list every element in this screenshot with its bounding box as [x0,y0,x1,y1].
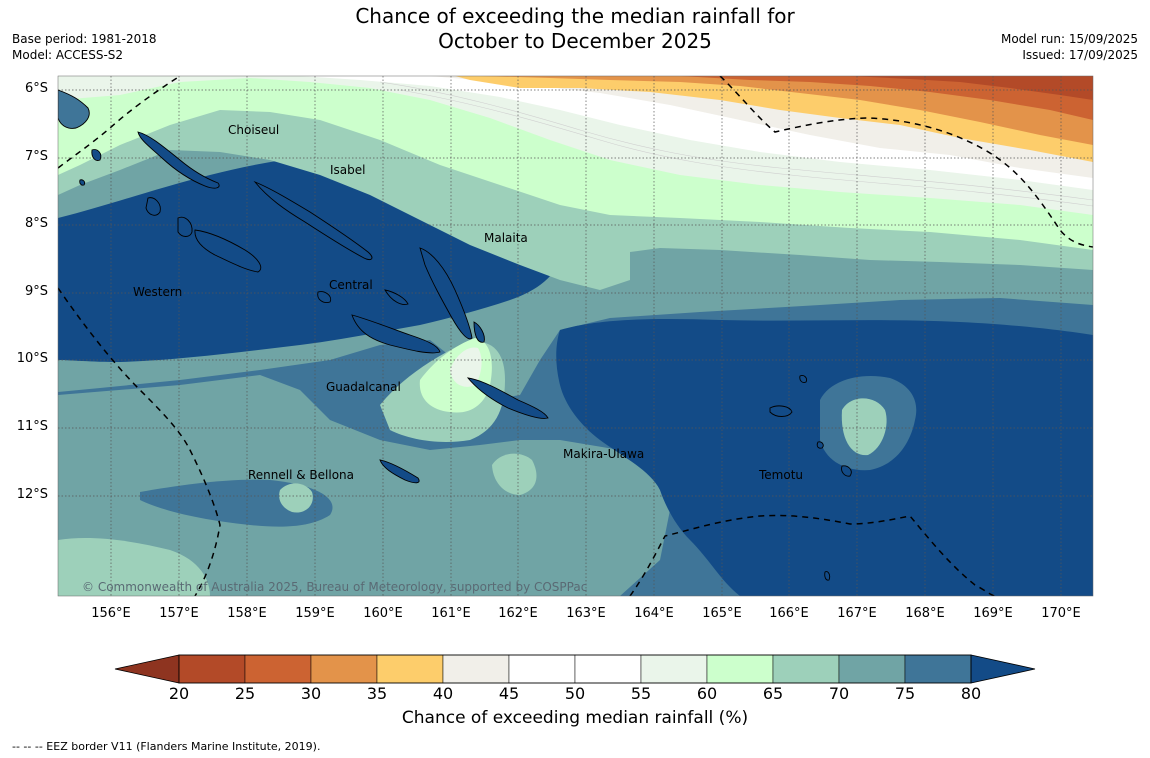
colorbar-bin-20-25 [179,655,245,683]
island-utupua [817,442,823,448]
lat-label-11s: 11°S [10,419,48,434]
lat-label-7s: 7°S [10,149,48,164]
lon-label-161e: 161°E [421,606,481,621]
lon-label-159e: 159°E [285,606,345,621]
region-label-guadalcanal: Guadalcanal [326,380,401,394]
lon-label-166e: 166°E [759,606,819,621]
region-label-makira-ulawa: Makira-Ulawa [563,447,644,461]
region-label-malaita: Malaita [484,231,528,245]
lon-label-156e: 156°E [81,606,141,621]
rainfall-contours [58,76,1093,596]
colorbar-tick-55: 55 [621,684,661,703]
lat-label-10s: 10°S [10,351,48,366]
colorbar-bin-55-60 [641,655,707,683]
colorbar-bin-30-35 [311,655,377,683]
colorbar-bin-35-40 [377,655,443,683]
colorbar-tick-50: 50 [555,684,595,703]
colorbar-tick-60: 60 [687,684,727,703]
colorbar-bin-50-55 [575,655,641,683]
lon-label-160e: 160°E [353,606,413,621]
lon-label-168e: 168°E [895,606,955,621]
colorbar [115,655,1035,683]
colorbar-tick-20: 20 [159,684,199,703]
copyright-notice: © Commonwealth of Australia 2025, Bureau… [82,580,587,594]
colorbar-tick-75: 75 [885,684,925,703]
island-reef [800,375,807,382]
lon-label-158e: 158°E [217,606,277,621]
colorbar-extend-low [115,655,179,683]
lon-label-167e: 167°E [827,606,887,621]
lon-label-164e: 164°E [624,606,684,621]
region-label-central: Central [329,278,373,292]
region-label-isabel: Isabel [330,163,365,177]
colorbar-swatches [179,655,971,683]
map-canvas [0,0,1150,758]
lon-label-170e: 170°E [1031,606,1091,621]
lon-label-163e: 163°E [556,606,616,621]
colorbar-tick-70: 70 [819,684,859,703]
lat-label-6s: 6°S [10,81,48,96]
colorbar-tick-25: 25 [225,684,265,703]
colorbar-label: Chance of exceeding median rainfall (%) [0,708,1150,728]
region-label-western: Western [133,285,182,299]
region-label-rennell-bellona: Rennell & Bellona [248,468,354,482]
colorbar-tick-40: 40 [423,684,463,703]
colorbar-bin-40-45 [443,655,509,683]
colorbar-tick-30: 30 [291,684,331,703]
colorbar-bin-60-65 [707,655,773,683]
colorbar-extend-high [971,655,1035,683]
colorbar-bin-65-70 [773,655,839,683]
lon-label-169e: 169°E [963,606,1023,621]
island-tikopia [825,572,830,581]
colorbar-tick-35: 35 [357,684,397,703]
colorbar-tick-80: 80 [951,684,991,703]
colorbar-tick-65: 65 [753,684,793,703]
colorbar-bin-75-80 [905,655,971,683]
lat-label-12s: 12°S [10,487,48,502]
colorbar-bin-25-30 [245,655,311,683]
colorbar-bin-70-75 [839,655,905,683]
lon-label-165e: 165°E [692,606,752,621]
lat-label-8s: 8°S [10,216,48,231]
colorbar-tick-45: 45 [489,684,529,703]
lat-label-9s: 9°S [10,284,48,299]
footer-legend: -- -- -- EEZ border V11 (Flanders Marine… [12,740,320,753]
lon-label-162e: 162°E [488,606,548,621]
region-label-choiseul: Choiseul [228,123,279,137]
lon-label-157e: 157°E [149,606,209,621]
colorbar-bin-45-50 [509,655,575,683]
island-small-1 [80,180,85,185]
region-label-temotu: Temotu [759,468,803,482]
